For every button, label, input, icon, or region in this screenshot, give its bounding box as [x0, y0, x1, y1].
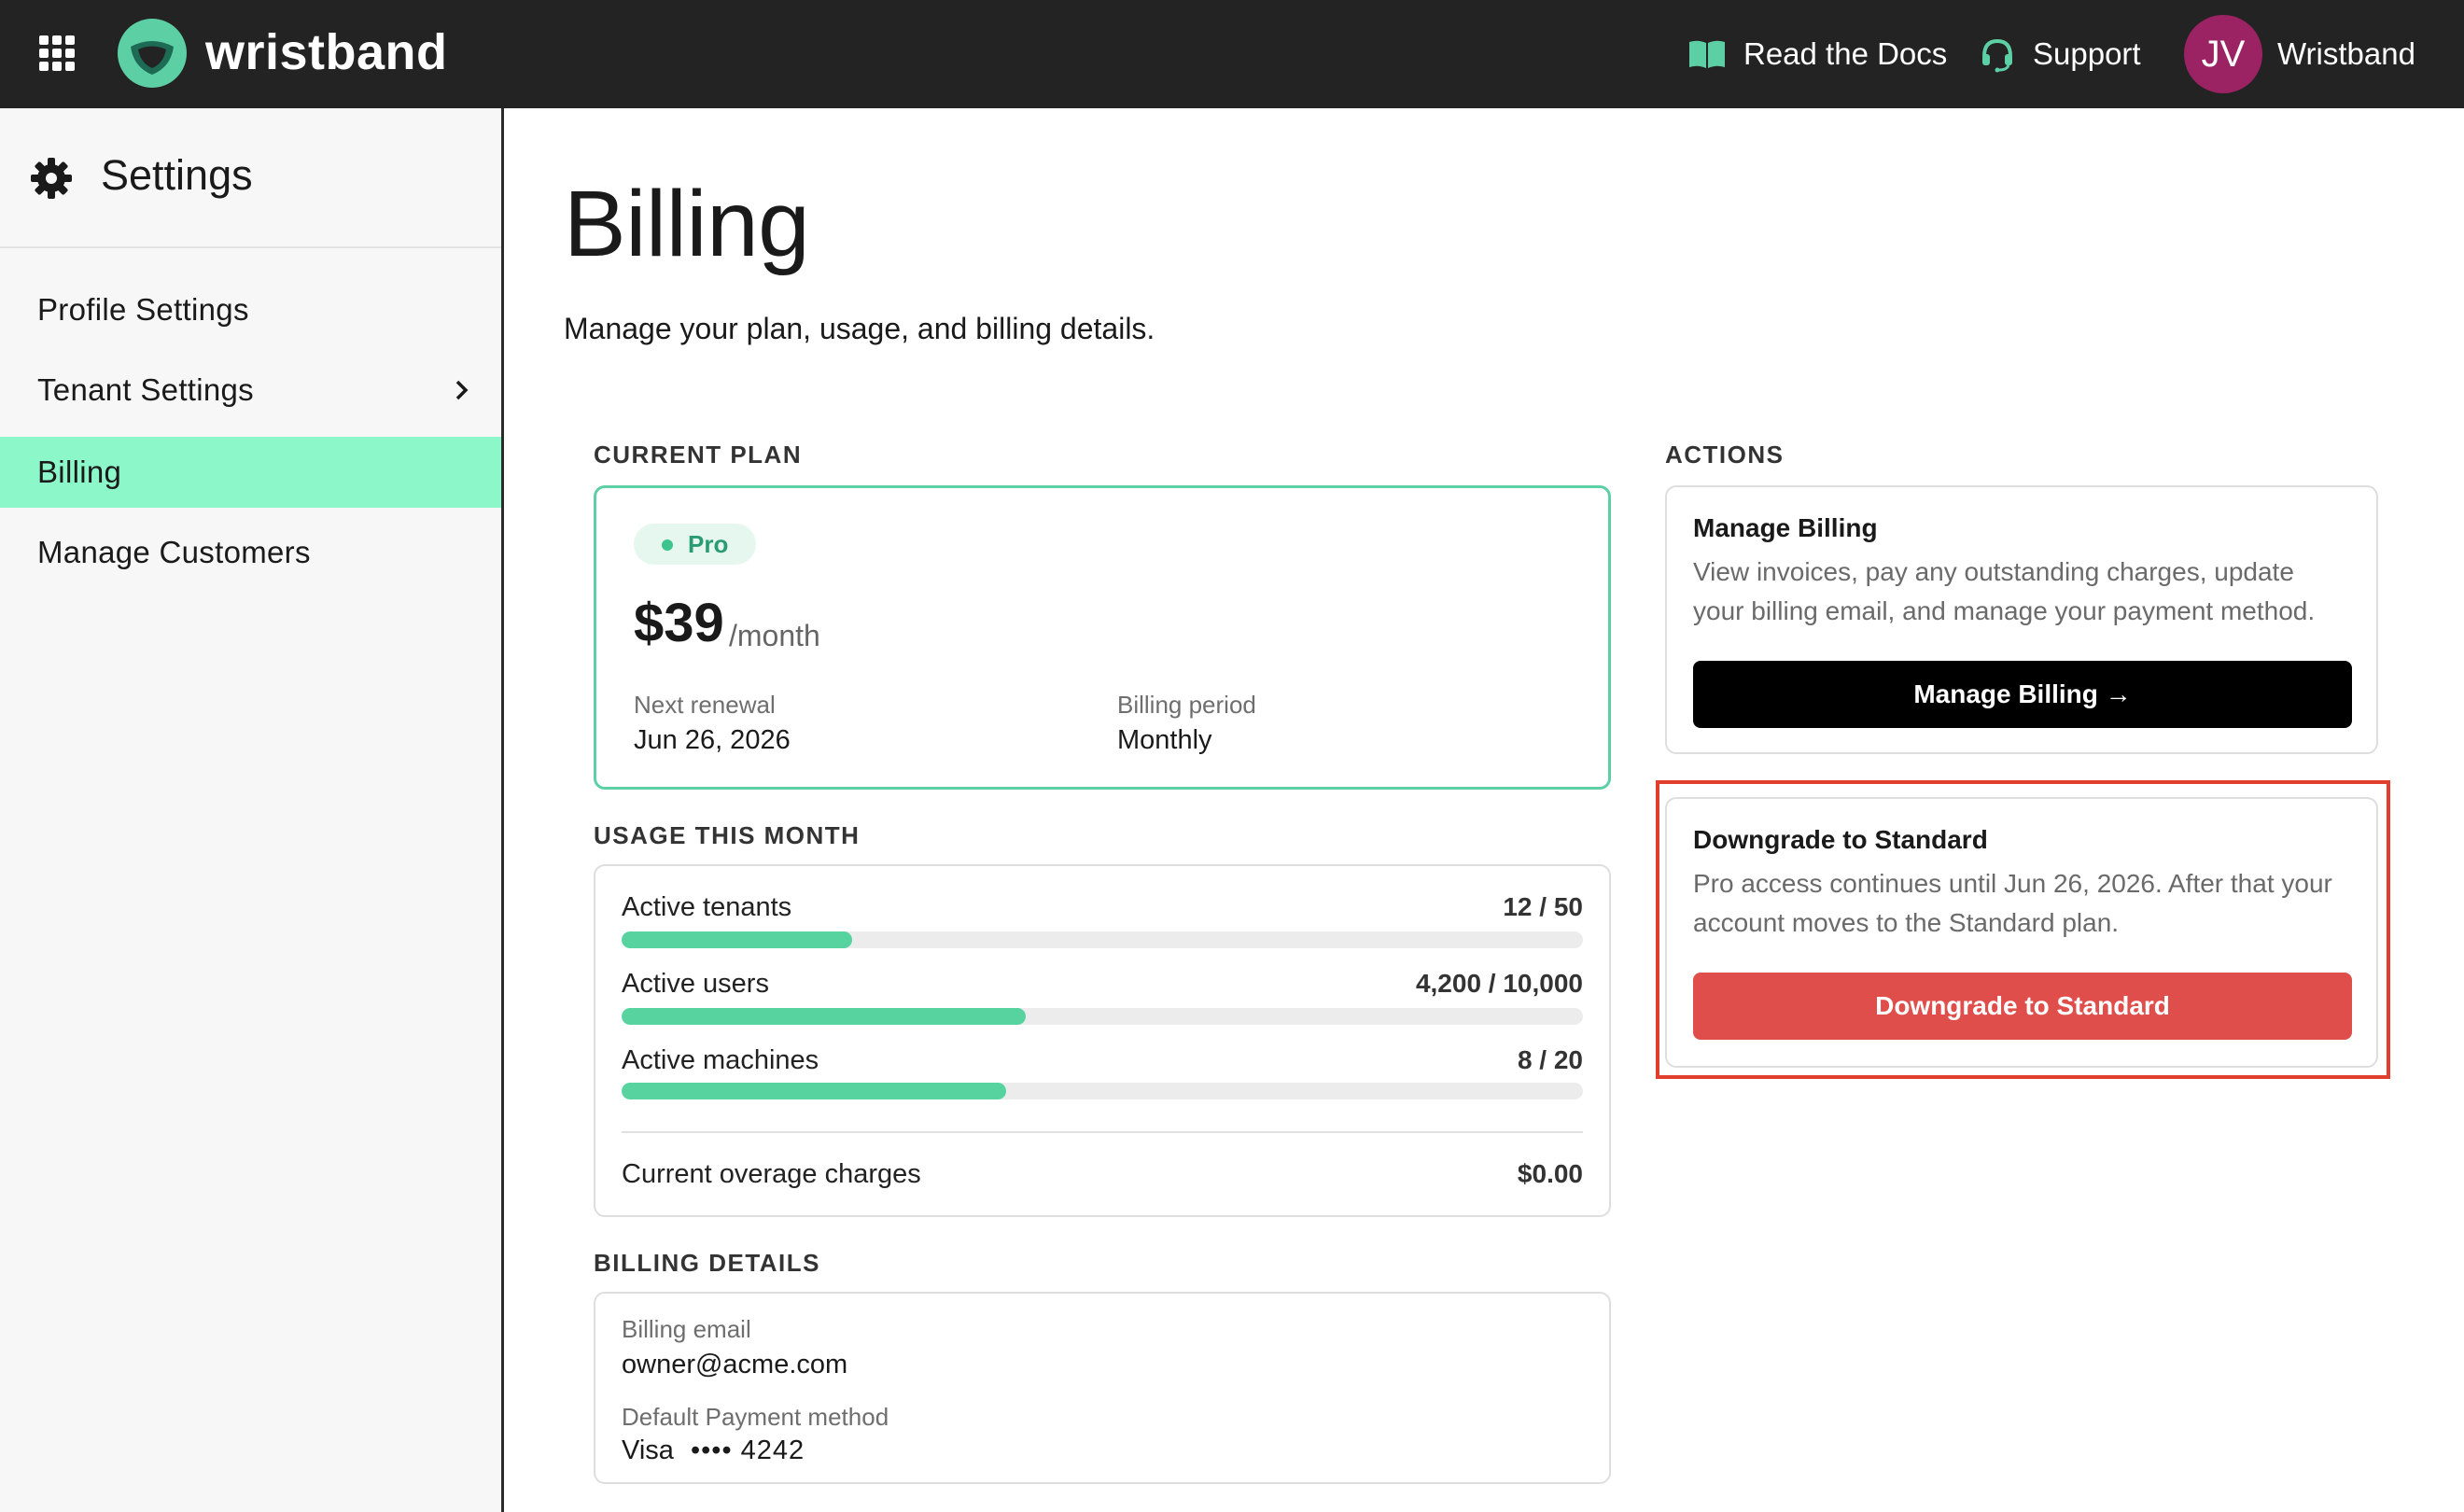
status-dot-icon [662, 539, 673, 551]
usage-bar-fill [622, 931, 853, 948]
manage-billing-button[interactable]: Manage Billing → [1693, 661, 2352, 728]
top-navigation-bar: wristband Read the Docs Support JV Wrist… [0, 0, 2464, 108]
billing-period-label: Billing period [1117, 691, 1256, 719]
sidebar-header: Settings [0, 108, 501, 248]
current-plan-card: Pro $39 /month Next renewal Jun 26, 2026… [594, 485, 1611, 790]
chevron-right-icon [455, 380, 469, 400]
highlight-outline [1656, 780, 2390, 1079]
sidebar-item-label: Tenant Settings [37, 372, 254, 407]
usage-label-users: Active users [622, 969, 769, 999]
usage-bar-fill [622, 1083, 1006, 1099]
usage-bar-machines [622, 1083, 1583, 1099]
usage-divider [622, 1131, 1583, 1133]
next-renewal-value: Jun 26, 2026 [634, 725, 791, 755]
usage-value-machines: 8 / 20 [1517, 1045, 1583, 1074]
support-label: Support [2033, 36, 2141, 71]
downgrade-button[interactable]: Downgrade to Standard [1693, 973, 2352, 1040]
sidebar-item-tenant-settings[interactable]: Tenant Settings [0, 355, 501, 426]
page-title: Billing [564, 172, 810, 276]
plan-price-unit: /month [729, 619, 820, 652]
payment-method-label: Default Payment method [622, 1403, 889, 1431]
next-renewal-label: Next renewal [634, 691, 776, 719]
downgrade-title: Downgrade to Standard [1693, 825, 1988, 854]
payment-brand: Visa [622, 1435, 674, 1465]
usage-value-users: 4,200 / 10,000 [1415, 969, 1583, 998]
plan-price: $39 [634, 593, 724, 653]
billing-email-value: owner@acme.com [622, 1350, 848, 1379]
sidebar-item-label: Profile Settings [37, 292, 249, 327]
read-docs-label: Read the Docs [1743, 36, 1948, 71]
downgrade-description: Pro access continues until Jun 26, 2026.… [1693, 869, 2332, 937]
plan-badge: Pro [634, 524, 757, 565]
usage-card: Active tenants 12 / 50 Active users 4,20… [594, 864, 1611, 1217]
plan-name: Pro [688, 529, 729, 558]
usage-bar-fill [622, 1008, 1026, 1025]
app-grid-icon[interactable] [39, 35, 75, 71]
account-name[interactable]: Wristband [2277, 36, 2415, 71]
billing-details-card: Billing email owner@acme.com Default Pay… [594, 1292, 1611, 1484]
current-plan-heading: CURRENT PLAN [594, 441, 803, 469]
usage-label-tenants: Active tenants [622, 892, 792, 922]
billing-period-value: Monthly [1117, 725, 1212, 755]
usage-label-machines: Active machines [622, 1045, 819, 1075]
billing-details-heading: BILLING DETAILS [594, 1249, 821, 1277]
usage-bar-tenants [622, 931, 1583, 948]
support-link[interactable]: Support [1979, 28, 2141, 80]
overage-value: $0.00 [1517, 1159, 1583, 1188]
sidebar-item-manage-customers[interactable]: Manage Customers [0, 517, 501, 588]
payment-card-mask: •••• 4242 [691, 1435, 805, 1465]
book-icon [1689, 40, 1725, 68]
manage-billing-card: Manage Billing View invoices, pay any ou… [1665, 485, 2378, 754]
wristband-logo-icon[interactable] [118, 19, 187, 88]
overage-label: Current overage charges [622, 1159, 921, 1189]
usage-bar-users [622, 1008, 1583, 1025]
headset-icon [1982, 38, 2012, 73]
sidebar-item-billing[interactable]: Billing [0, 437, 501, 508]
sidebar-item-label: Billing [37, 455, 122, 489]
usage-heading: USAGE THIS MONTH [594, 821, 861, 849]
brand-name[interactable]: wristband [205, 24, 448, 80]
user-avatar[interactable]: JV [2184, 15, 2262, 93]
page-subtitle: Manage your plan, usage, and billing det… [564, 312, 1155, 345]
manage-billing-description: View invoices, pay any outstanding charg… [1693, 557, 2316, 625]
usage-value-tenants: 12 / 50 [1503, 892, 1583, 921]
sidebar-item-profile-settings[interactable]: Profile Settings [0, 274, 501, 345]
billing-email-label: Billing email [622, 1315, 751, 1343]
manage-billing-title: Manage Billing [1693, 513, 1878, 542]
read-docs-link[interactable]: Read the Docs [1687, 28, 1947, 80]
sidebar-item-label: Manage Customers [37, 535, 311, 569]
settings-sidebar: Settings Profile Settings Tenant Setting… [0, 108, 504, 1512]
gear-icon [31, 158, 72, 199]
actions-heading: ACTIONS [1665, 441, 1785, 469]
sidebar-title: Settings [101, 151, 253, 199]
downgrade-card: Downgrade to Standard Pro access continu… [1665, 797, 2378, 1068]
